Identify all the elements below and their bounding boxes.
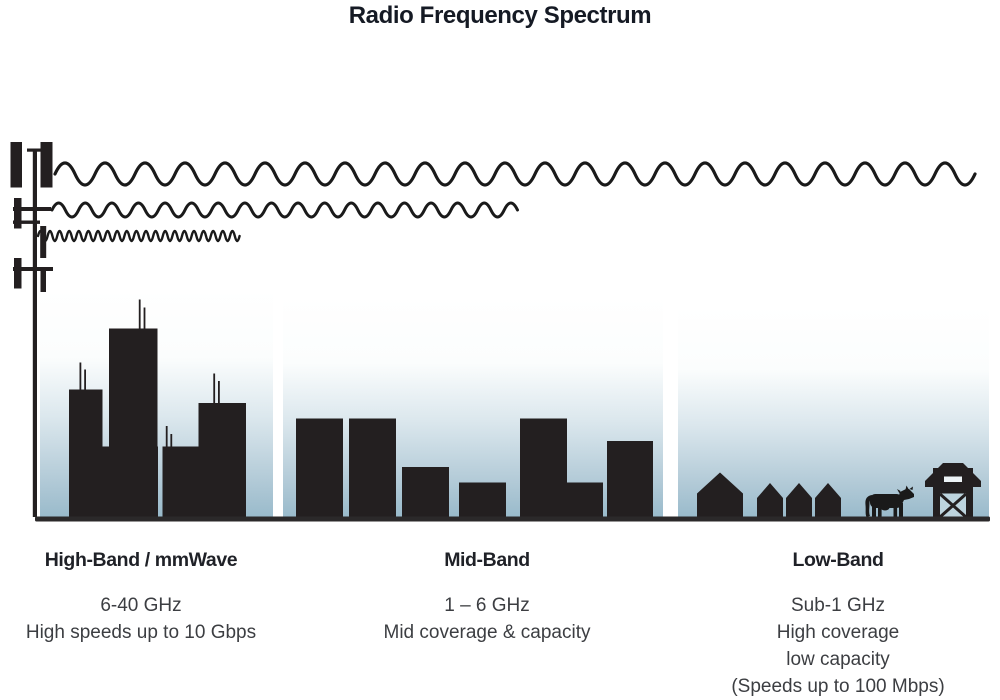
barn-loft-window bbox=[944, 476, 962, 482]
house bbox=[697, 472, 743, 520]
low-band-description: low capacity bbox=[786, 649, 890, 670]
wave-mid-band-medium-wavelength-icon bbox=[50, 201, 519, 219]
mid-band-heading: Mid-Band bbox=[444, 549, 530, 571]
spectrum-scene bbox=[10, 142, 990, 522]
low-band-speed-note: (Speeds up to 100 Mbps) bbox=[731, 676, 945, 697]
cow-icon bbox=[865, 485, 914, 520]
mid-rise-buildings-icon bbox=[296, 418, 653, 520]
wave-low-band-long-wavelength-icon bbox=[53, 161, 977, 187]
tower-pole bbox=[32, 149, 37, 517]
mid-band-caption: Mid-Band 1 – 6 GHz Mid coverage & capaci… bbox=[327, 549, 647, 646]
low-band-description: High coverage bbox=[776, 622, 900, 643]
skyscraper bbox=[162, 446, 199, 520]
building bbox=[296, 418, 343, 520]
wave-high-band-short-wavelength-icon bbox=[36, 229, 241, 243]
building bbox=[520, 418, 567, 520]
mid-band-description: Mid coverage & capacity bbox=[383, 622, 591, 643]
high-band-frequency: 6-40 GHz bbox=[100, 595, 182, 616]
low-band-caption: Low-Band Sub-1 GHz High coverage low cap… bbox=[678, 549, 998, 700]
building bbox=[459, 482, 506, 520]
high-band-caption: High-Band / mmWave 6-40 GHz High speeds … bbox=[0, 549, 301, 646]
ground-line bbox=[35, 516, 990, 522]
house bbox=[757, 483, 783, 520]
suburb-houses-icon bbox=[697, 472, 841, 520]
rooftop-antennas bbox=[79, 299, 220, 448]
barn-icon bbox=[925, 463, 981, 521]
building bbox=[567, 482, 603, 520]
high-band-heading: High-Band / mmWave bbox=[44, 549, 238, 571]
house bbox=[786, 483, 812, 520]
low-band-heading: Low-Band bbox=[792, 549, 884, 571]
building bbox=[402, 467, 449, 520]
city-skyscrapers-icon bbox=[69, 299, 246, 520]
page-title: Radio Frequency Spectrum bbox=[348, 2, 652, 29]
house bbox=[815, 483, 841, 520]
radio-waves bbox=[36, 161, 977, 243]
skyscraper bbox=[198, 403, 246, 520]
building bbox=[349, 418, 396, 520]
mid-band-frequency: 1 – 6 GHz bbox=[444, 595, 530, 616]
tower-antenna-panel bbox=[40, 142, 53, 188]
low-band-frequency: Sub-1 GHz bbox=[791, 595, 885, 616]
high-band-description: High speeds up to 10 Gbps bbox=[25, 622, 257, 643]
cell-tower-icon bbox=[10, 142, 53, 517]
building bbox=[607, 441, 653, 520]
tower-antenna-panel bbox=[10, 142, 22, 188]
